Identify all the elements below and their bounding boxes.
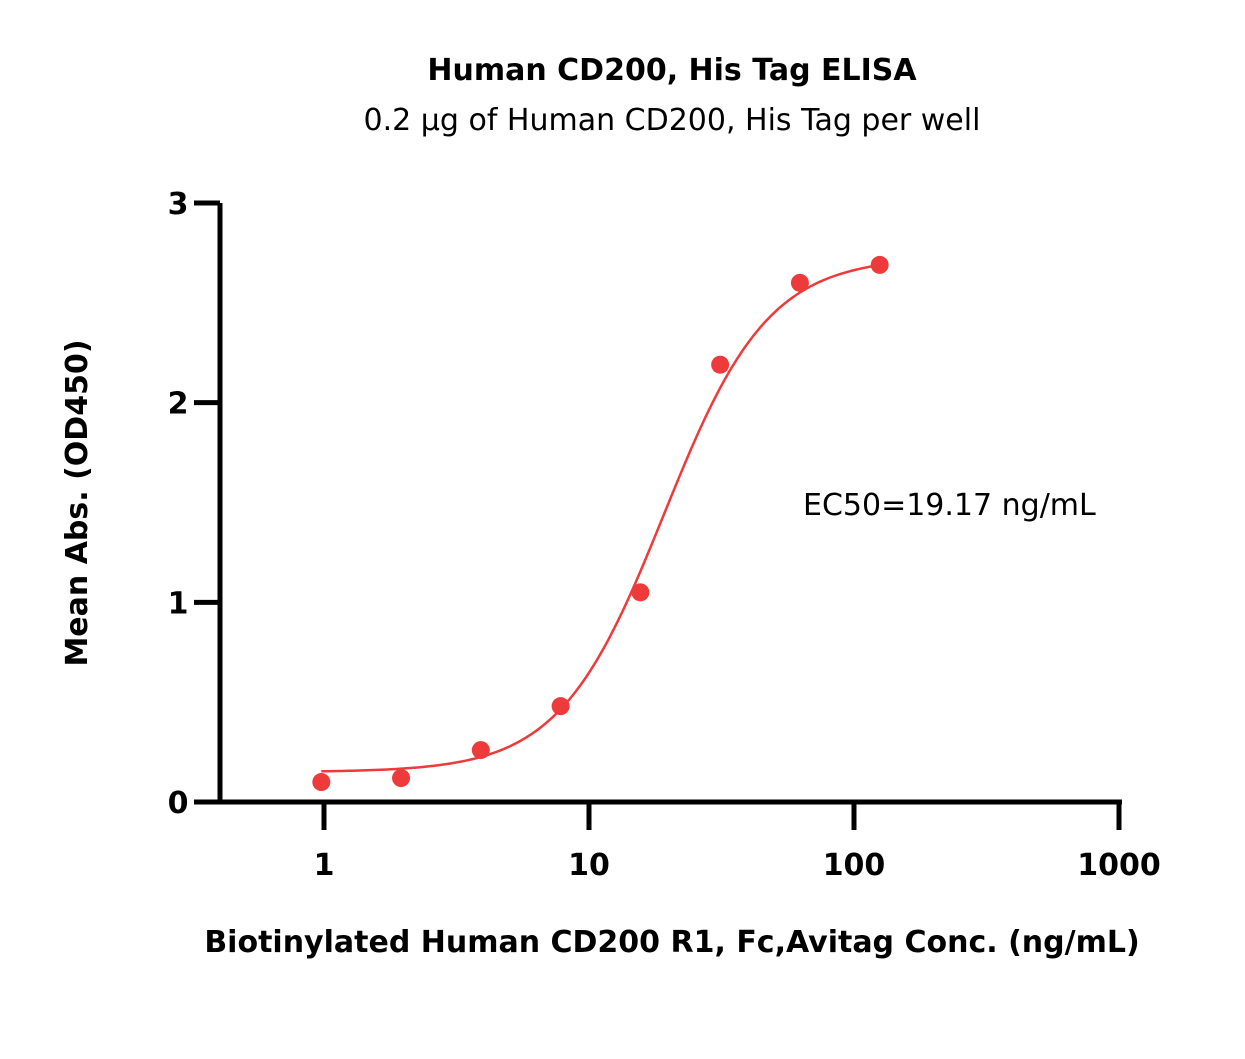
- y-axis-title: Mean Abs. (OD450): [60, 339, 95, 666]
- y-tick-label: 3: [168, 187, 189, 222]
- axes: [217, 203, 1122, 805]
- y-ticks: 0 1 2 3: [168, 187, 220, 821]
- data-points: [312, 255, 889, 792]
- ec50-annotation: EC50=19.17 ng/mL: [803, 488, 1096, 523]
- chart-subtitle: 0.2 µg of Human CD200, His Tag per well: [364, 103, 981, 138]
- data-point: [551, 697, 570, 716]
- y-tick-label: 2: [168, 387, 189, 422]
- data-point: [631, 583, 650, 602]
- data-point: [392, 769, 411, 788]
- chart-title: Human CD200, His Tag ELISA: [427, 53, 917, 88]
- fit-curve: [321, 263, 880, 773]
- x-tick-label: 1: [314, 848, 335, 883]
- x-axis-title: Biotinylated Human CD200 R1, Fc,Avitag C…: [204, 925, 1139, 960]
- x-tick-label: 1000: [1077, 848, 1161, 883]
- data-point: [790, 273, 809, 292]
- data-point: [471, 741, 490, 760]
- data-point: [312, 773, 331, 792]
- x-tick-label: 100: [823, 848, 886, 883]
- x-tick-label: 10: [568, 848, 610, 883]
- data-point: [870, 255, 889, 274]
- y-tick-label: 1: [168, 586, 189, 621]
- x-ticks: 1 10 100 1000: [314, 802, 1161, 883]
- data-point: [711, 355, 730, 374]
- y-tick-label: 0: [168, 786, 189, 821]
